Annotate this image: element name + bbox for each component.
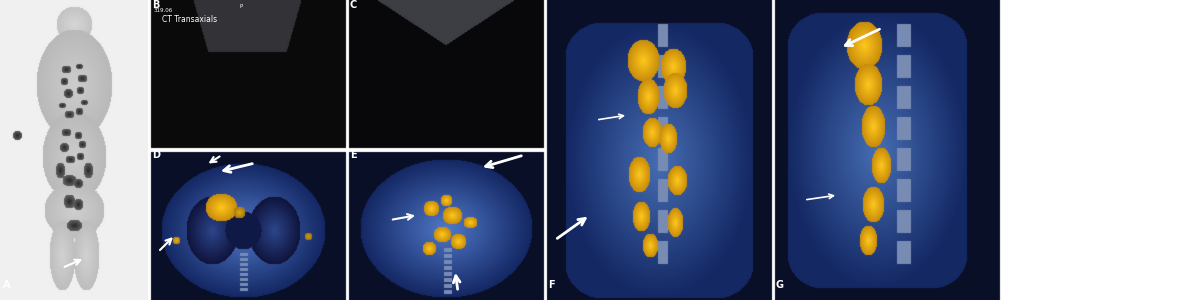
Text: D: D bbox=[152, 150, 160, 160]
Text: C: C bbox=[350, 0, 358, 10]
Text: CT Transaxials: CT Transaxials bbox=[162, 15, 217, 24]
Text: P: P bbox=[240, 4, 244, 9]
Text: G: G bbox=[776, 280, 784, 290]
Text: B: B bbox=[152, 0, 160, 10]
Text: A: A bbox=[2, 280, 11, 290]
Text: E: E bbox=[350, 150, 356, 160]
Text: 319.06: 319.06 bbox=[154, 8, 173, 13]
Text: F: F bbox=[548, 280, 554, 290]
